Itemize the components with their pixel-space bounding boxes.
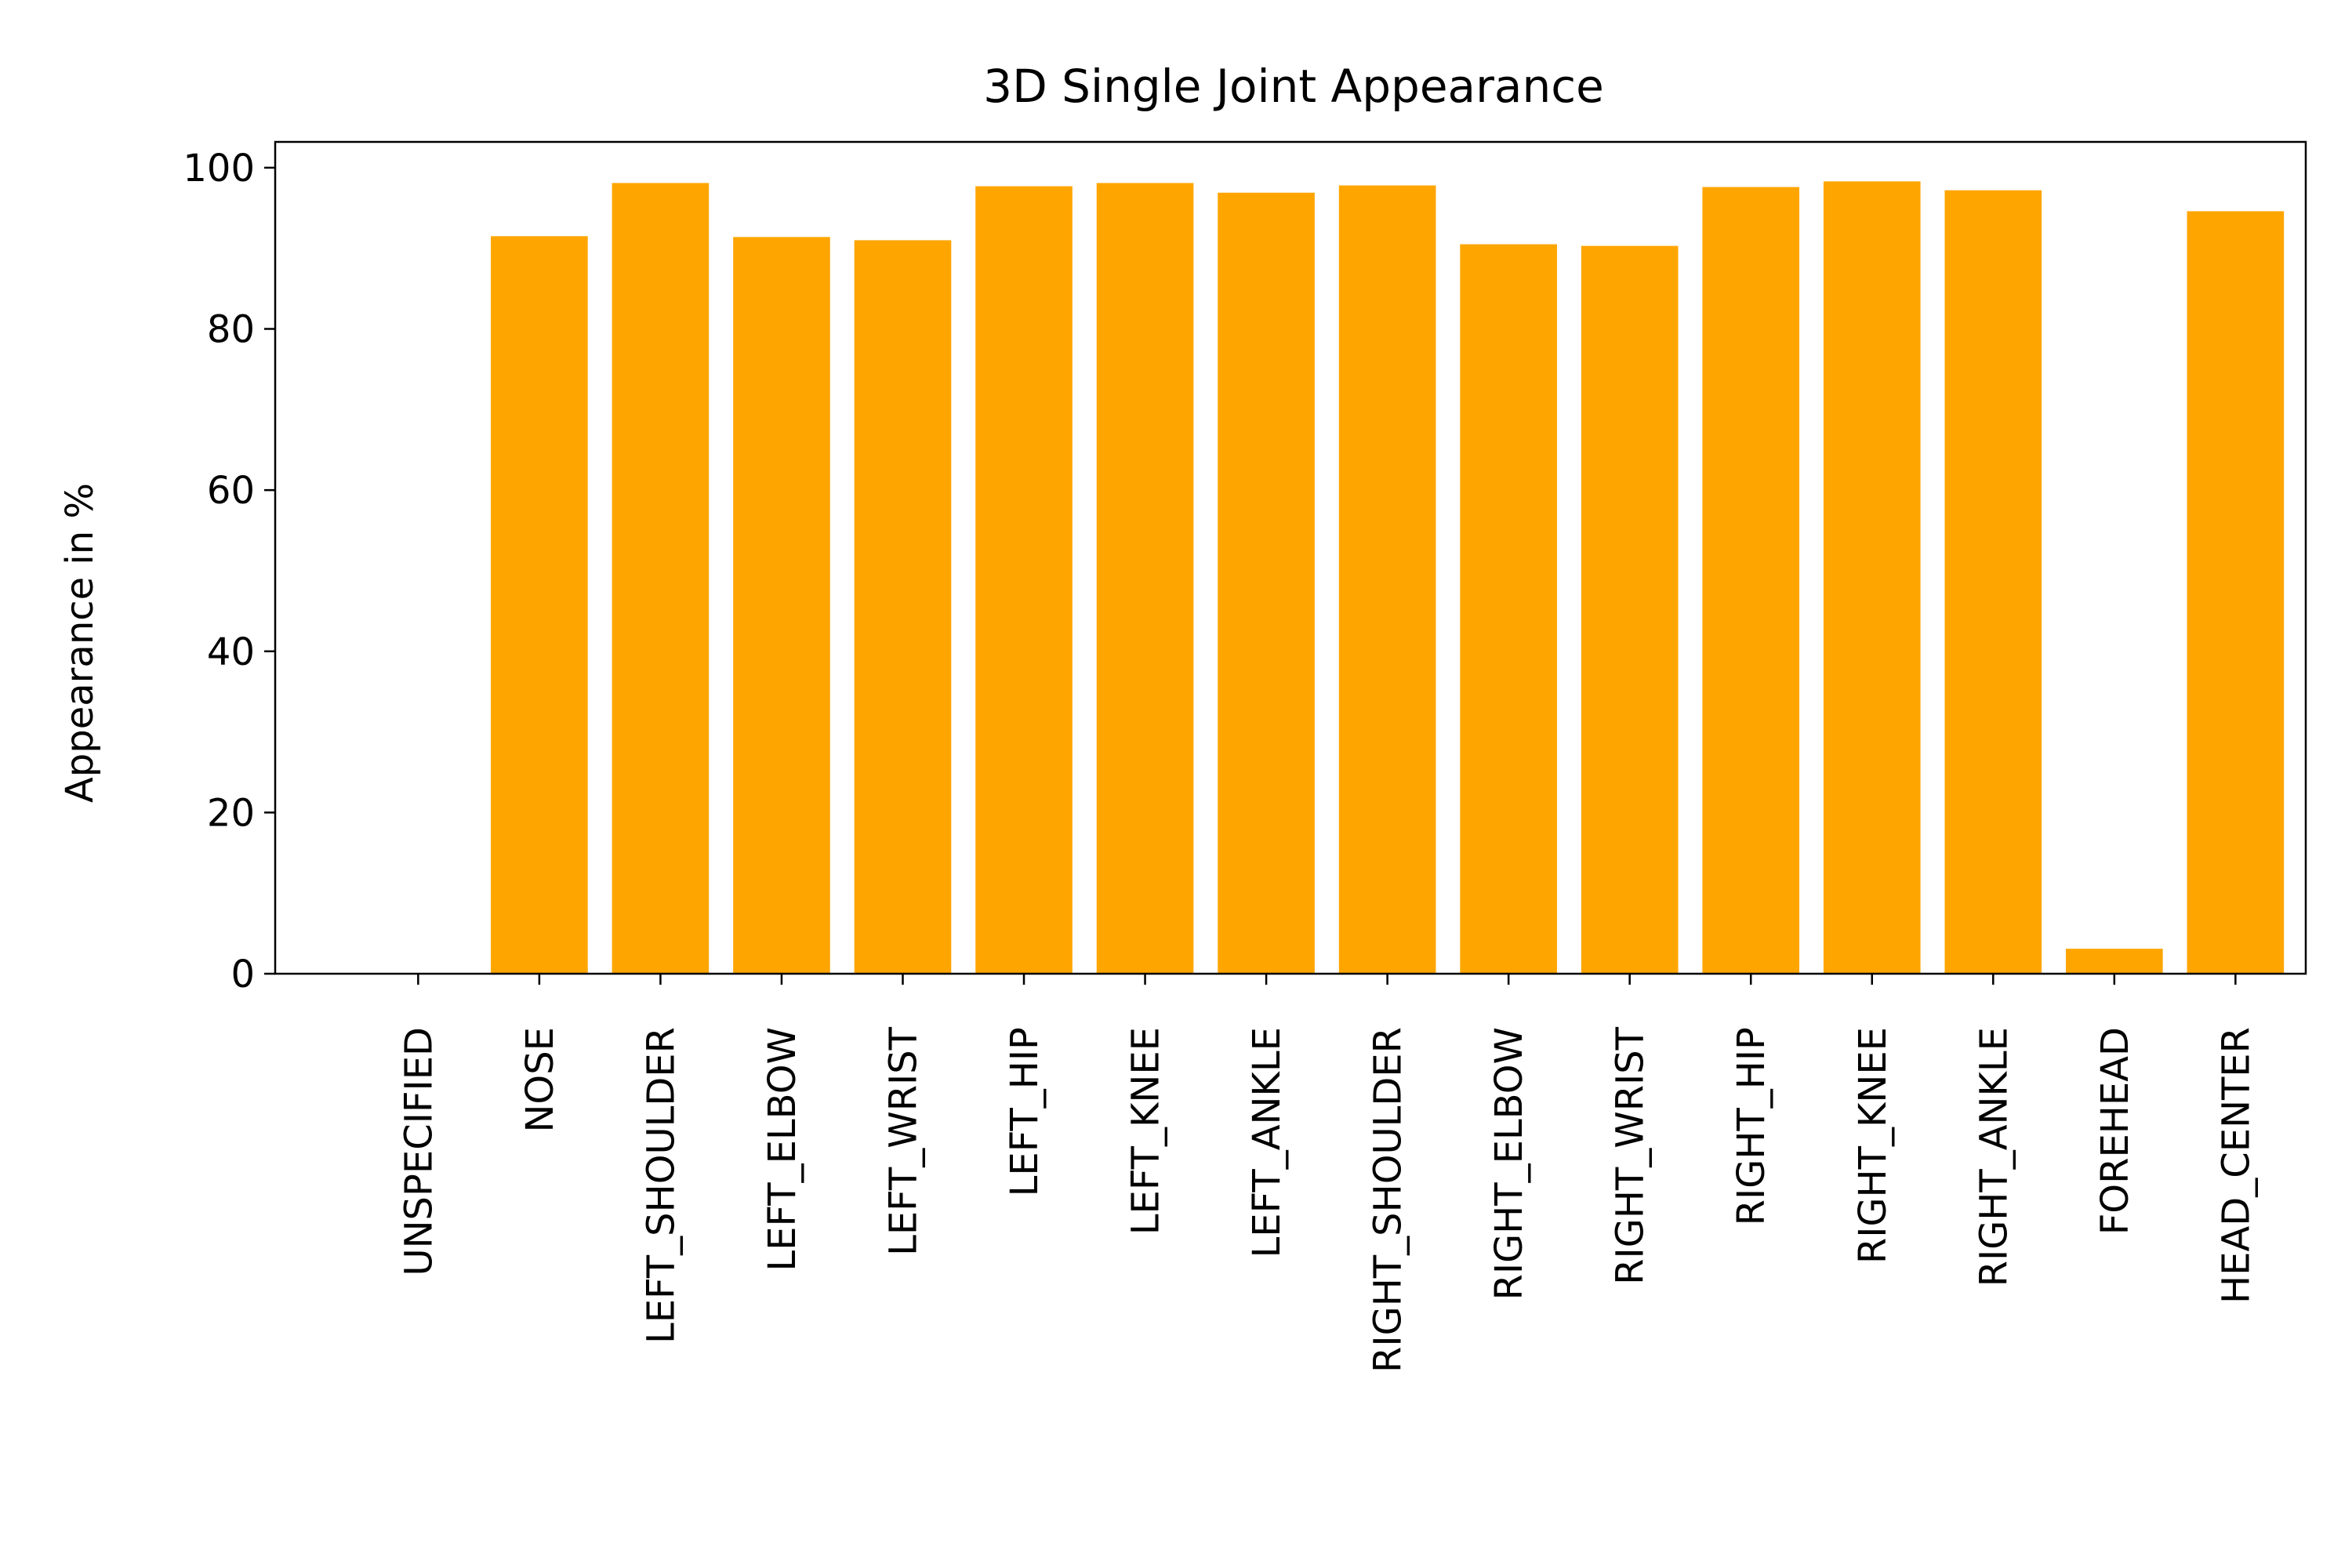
bar-left-knee bbox=[1096, 183, 1194, 975]
bar-left-shoulder bbox=[612, 183, 710, 975]
x-tick-label-right-knee: RIGHT_KNEE bbox=[1851, 1027, 1895, 1264]
bar-right-hip bbox=[1702, 187, 1800, 975]
x-tick-label-right-ankle: RIGHT_ANKLE bbox=[1972, 1027, 2016, 1287]
x-tick-label-unspecified: UNSPECIFIED bbox=[397, 1027, 441, 1276]
x-tick-label-right-elbow: RIGHT_ELBOW bbox=[1487, 1027, 1531, 1301]
bar-left-wrist bbox=[854, 240, 952, 974]
y-tick-label: 80 bbox=[207, 308, 255, 352]
bar-head-center bbox=[2187, 211, 2285, 975]
bar-left-ankle bbox=[1218, 192, 1315, 974]
y-tick-label: 40 bbox=[207, 630, 255, 674]
bar-forehead bbox=[2066, 949, 2163, 974]
x-tick-label-right-wrist: RIGHT_WRIST bbox=[1609, 1026, 1653, 1285]
x-tick-label-left-elbow: LEFT_ELBOW bbox=[760, 1027, 804, 1272]
x-tick-label-right-hip: RIGHT_HIP bbox=[1730, 1027, 1773, 1225]
x-tick-label-left-ankle: LEFT_ANKLE bbox=[1245, 1027, 1289, 1258]
x-tick-label-left-hip: LEFT_HIP bbox=[1003, 1027, 1047, 1196]
x-tick-label-nose: NOSE bbox=[518, 1027, 562, 1132]
x-tick-label-forehead: FOREHEAD bbox=[2093, 1027, 2137, 1235]
y-axis-ticks: 0 20 40 60 80 100 bbox=[183, 147, 275, 996]
x-tick-label-left-wrist: LEFT_WRIST bbox=[881, 1026, 925, 1256]
y-axis-label: Appearance in % bbox=[58, 483, 102, 803]
y-tick-label: 0 bbox=[230, 953, 255, 996]
bar-right-ankle bbox=[1944, 190, 2042, 975]
chart-title: 3D Single Joint Appearance bbox=[983, 60, 1604, 113]
bar-right-elbow bbox=[1460, 244, 1557, 974]
bar-left-hip bbox=[975, 186, 1073, 975]
bar-right-shoulder bbox=[1338, 185, 1436, 974]
bars-group bbox=[491, 181, 2285, 975]
x-tick-label-left-shoulder: LEFT_SHOULDER bbox=[639, 1027, 683, 1344]
plot-frame bbox=[274, 140, 2307, 975]
y-tick-label: 100 bbox=[183, 147, 255, 191]
y-tick-label: 60 bbox=[207, 469, 255, 513]
x-tick-label-left-knee: LEFT_KNEE bbox=[1124, 1027, 1168, 1235]
x-tick-label-right-shoulder: RIGHT_SHOULDER bbox=[1367, 1027, 1410, 1373]
x-tick-label-head-center: HEAD_CENTER bbox=[2214, 1027, 2258, 1304]
bar-nose bbox=[491, 236, 588, 974]
bar-left-elbow bbox=[733, 237, 830, 974]
bar-right-wrist bbox=[1581, 245, 1679, 974]
y-tick-label: 20 bbox=[207, 791, 255, 835]
x-axis-ticks: UNSPECIFIED NOSE LEFT_SHOULDER LEFT_ELBOW LE… bbox=[397, 974, 2258, 1373]
bar-right-knee bbox=[1823, 181, 1921, 974]
